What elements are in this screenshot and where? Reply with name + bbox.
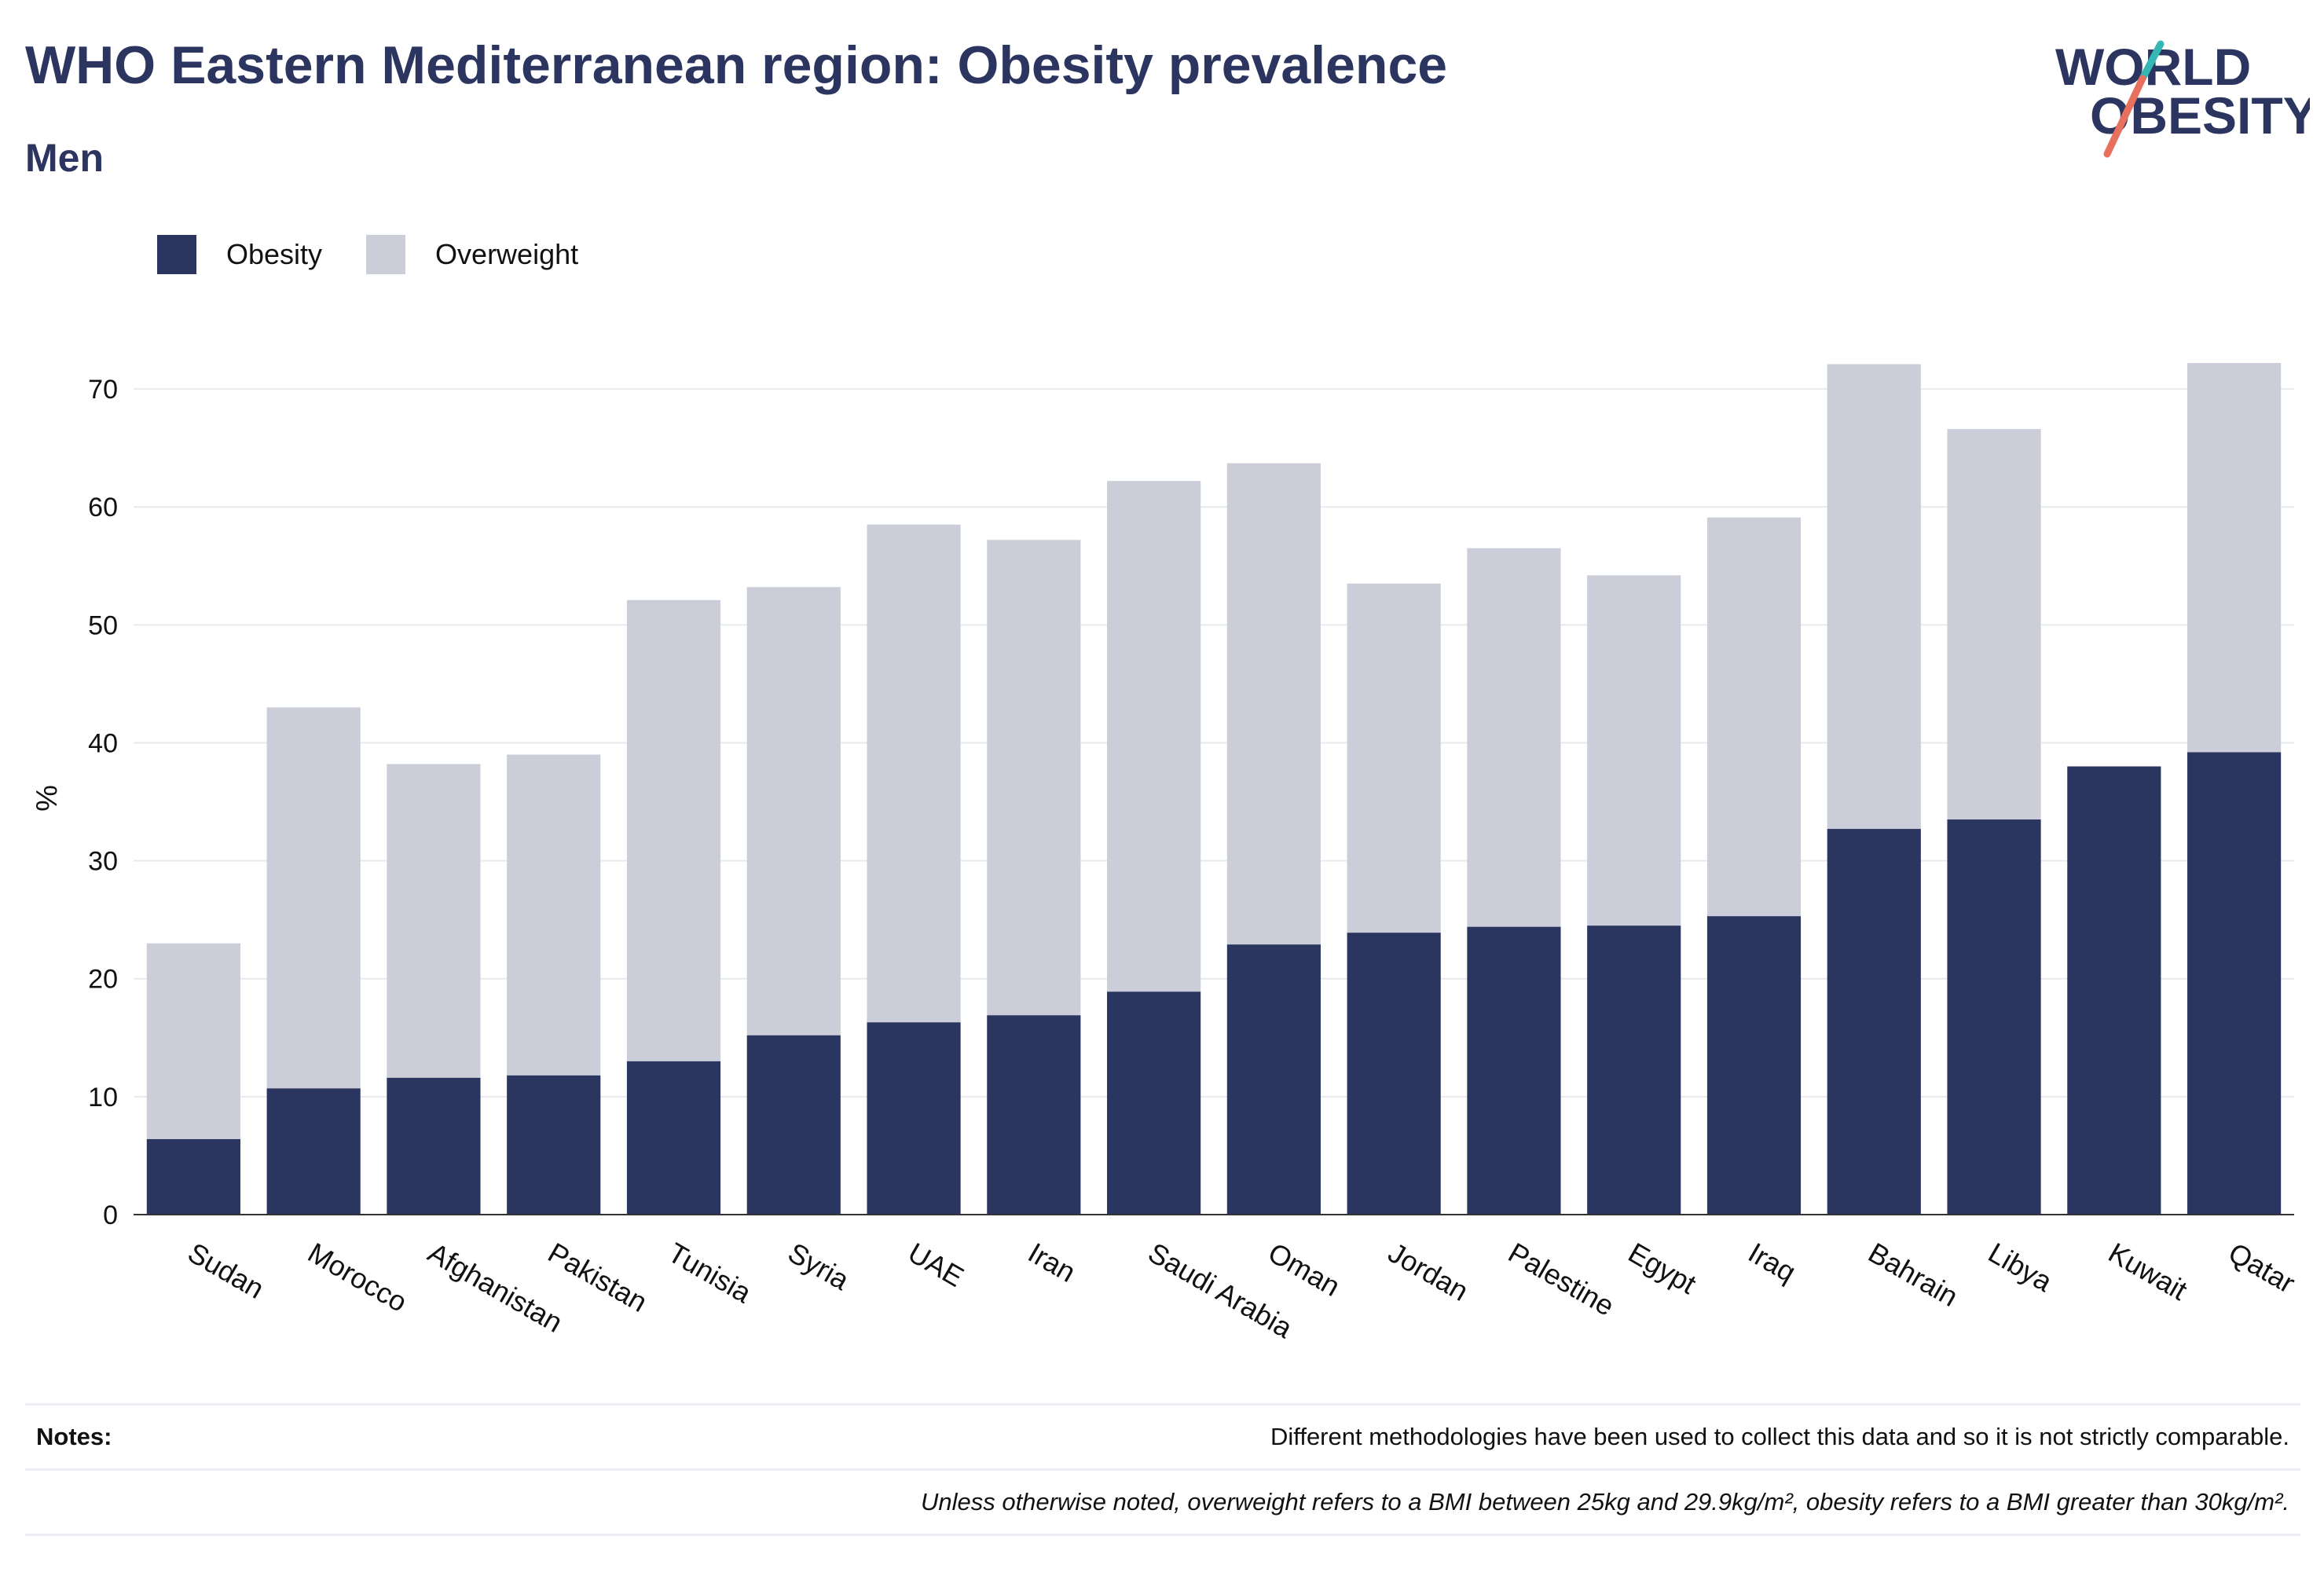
y-tick-label: 50 xyxy=(88,610,118,640)
x-tick-label: Kuwait xyxy=(2103,1236,2193,1307)
bar-overweight xyxy=(1706,517,1802,917)
bar-obesity xyxy=(507,1075,601,1215)
bar-obesity xyxy=(1587,925,1681,1215)
bar-overweight xyxy=(1226,463,1321,945)
bar-obesity xyxy=(1947,819,2041,1215)
y-tick-label: 10 xyxy=(88,1083,118,1112)
bar-obesity xyxy=(987,1015,1081,1215)
bar-overweight xyxy=(387,764,481,1078)
bar-overweight xyxy=(1467,548,1561,927)
x-tick-label: UAE xyxy=(903,1236,970,1293)
legend-swatch-overweight xyxy=(366,235,406,274)
x-tick-label: Sudan xyxy=(182,1236,269,1305)
bar-obesity xyxy=(387,1077,481,1215)
x-tick-label: Iraq xyxy=(1743,1236,1802,1288)
y-axis-label: % xyxy=(31,785,64,812)
legend-label-overweight: Overweight xyxy=(435,238,579,270)
legend-label-obesity: Obesity xyxy=(226,238,323,270)
legend-item-obesity: Obesity xyxy=(157,235,322,274)
x-tick-label: Jordan xyxy=(1383,1236,1474,1307)
x-tick-label: Palestine xyxy=(1503,1236,1620,1322)
logo-slash-teal xyxy=(2139,40,2165,82)
bar-overweight xyxy=(266,707,361,1089)
bar-obesity xyxy=(1347,933,1441,1215)
notes-row-1: Notes: Different methodologies have been… xyxy=(25,1403,2300,1468)
notes-label: Notes: xyxy=(36,1423,112,1450)
x-tick-label: Tunisia xyxy=(663,1236,758,1309)
logo-slash-coral xyxy=(2103,75,2146,158)
x-tick-label: Egypt xyxy=(1623,1236,1702,1300)
bar-overweight xyxy=(2187,363,2282,753)
bar-obesity xyxy=(266,1088,361,1215)
bar-overweight xyxy=(867,524,961,1023)
y-tick-label: 0 xyxy=(103,1200,118,1230)
bar-overweight xyxy=(1827,364,1921,830)
bar-obesity xyxy=(2067,766,2161,1215)
bar-obesity xyxy=(867,1022,961,1215)
notes-text-bmi-definition: Unless otherwise noted, overweight refer… xyxy=(920,1488,2289,1516)
notes-row-2: Unless otherwise noted, overweight refer… xyxy=(25,1468,2300,1536)
x-tick-label: Iran xyxy=(1023,1236,1081,1288)
y-tick-label: 40 xyxy=(88,728,118,758)
y-tick-label: 30 xyxy=(88,847,118,877)
bar-obesity xyxy=(1827,829,1921,1215)
bar-obesity xyxy=(1107,991,1201,1215)
legend-item-overweight: Overweight xyxy=(366,235,578,274)
bar-overweight xyxy=(1587,575,1681,926)
bar-overweight xyxy=(1107,481,1201,992)
world-obesity-logo: WORLD OBESITY xyxy=(2055,38,2310,158)
bar-overweight xyxy=(1947,429,2041,820)
notes-text-methodology: Different methodologies have been used t… xyxy=(1270,1423,2289,1450)
legend-swatch-obesity xyxy=(157,235,196,274)
bar-obesity xyxy=(2187,752,2282,1215)
bar-obesity xyxy=(1467,926,1561,1215)
chart-title: WHO Eastern Mediterranean region: Obesit… xyxy=(25,35,1448,95)
chart-subtitle: Men xyxy=(25,136,104,180)
bar-obesity xyxy=(746,1035,841,1215)
x-tick-label: Afghanistan xyxy=(423,1236,568,1339)
x-tick-label: Morocco xyxy=(302,1236,412,1318)
bar-obesity xyxy=(146,1138,240,1215)
bar-overweight xyxy=(1347,583,1441,933)
logo-word-world: WORLD xyxy=(2055,38,2251,96)
bar-obesity xyxy=(626,1061,721,1215)
bar-overweight xyxy=(746,587,841,1035)
x-tick-label: Syria xyxy=(783,1236,855,1296)
stacked-bar-chart: 0 10 20 30 40 50 60 70% Sudan Morocco Afghanistan P… xyxy=(31,363,2300,1344)
x-tick-label: Oman xyxy=(1263,1236,1345,1303)
y-tick-label: 70 xyxy=(88,375,118,405)
y-tick-label: 20 xyxy=(88,965,118,995)
bar-overweight xyxy=(507,754,601,1076)
notes-section: Notes: Different methodologies have been… xyxy=(25,1403,2300,1536)
bar-overweight xyxy=(626,599,721,1061)
bar-overweight xyxy=(146,943,240,1139)
x-tick-label: Libya xyxy=(1983,1236,2058,1298)
bar-obesity xyxy=(1706,916,1802,1215)
x-tick-label: Qatar xyxy=(2223,1236,2300,1299)
chart-legend: Obesity Overweight xyxy=(157,233,622,277)
bar-obesity xyxy=(1226,944,1321,1215)
bar-overweight xyxy=(987,540,1081,1016)
x-tick-label: Bahrain xyxy=(1863,1236,1963,1313)
y-tick-label: 60 xyxy=(88,493,118,522)
